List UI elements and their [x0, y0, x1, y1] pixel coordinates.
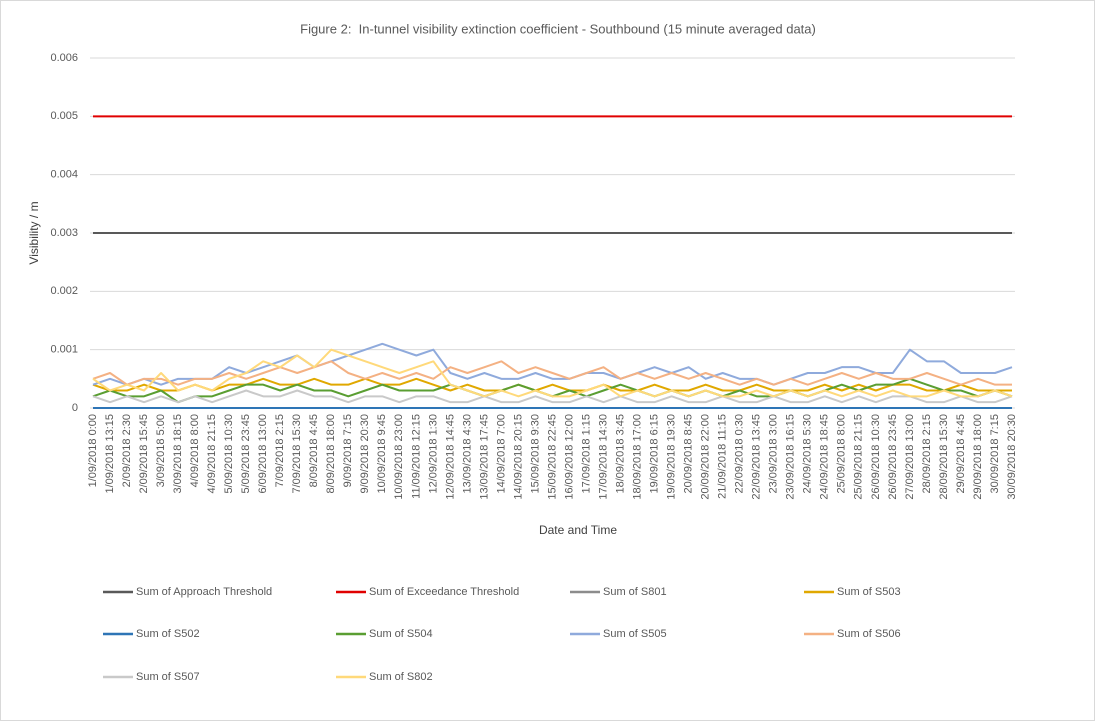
legend-label: Sum of S801: [603, 586, 667, 598]
legend-label: Sum of Approach Threshold: [136, 586, 272, 598]
y-tick-label: 0: [72, 402, 78, 414]
x-tick-label: 19/09/2018 19:30: [666, 414, 678, 500]
x-tick-label: 15/09/2018 22:45: [546, 414, 558, 500]
x-tick-label: 29/09/2018 18:00: [972, 414, 984, 500]
x-tick-label: 2/09/2018 2:30: [121, 414, 133, 487]
legend-label: Sum of S502: [136, 628, 200, 640]
x-tick-label: 24/09/2018 5:30: [802, 414, 814, 494]
x-tick-label: 8/09/2018 4:45: [308, 414, 320, 487]
legend-label: Sum of S507: [136, 671, 200, 683]
x-tick-label: 5/09/2018 23:45: [240, 414, 252, 494]
x-tick-label: 14/09/2018 7:00: [495, 414, 507, 494]
y-tick-label: 0.004: [50, 169, 78, 181]
x-tick-label: 26/09/2018 10:30: [870, 414, 882, 500]
x-axis-title: Date and Time: [539, 523, 617, 537]
x-tick-label: 9/09/2018 7:15: [342, 414, 354, 487]
x-tick-label: 25/09/2018 21:15: [853, 414, 865, 500]
x-tick-label: 2/09/2018 15:45: [138, 414, 150, 494]
x-tick-label: 23/09/2018 3:00: [768, 414, 780, 494]
x-tick-label: 22/09/2018 13:45: [751, 414, 763, 500]
x-tick-label: 29/09/2018 4:45: [955, 414, 967, 494]
x-tick-label: 16/09/2018 12:00: [563, 414, 575, 500]
x-tick-label: 17/09/2018 14:30: [597, 414, 609, 500]
x-tick-label: 17/09/2018 1:15: [580, 414, 592, 494]
y-tick-label: 0.001: [50, 344, 78, 356]
chart-title: Figure 2: In-tunnel visibility extinctio…: [300, 21, 816, 36]
y-tick-label: 0.005: [50, 110, 78, 122]
x-tick-label: 12/09/2018 14:45: [444, 414, 456, 500]
x-tick-label: 7/09/2018 2:15: [274, 414, 286, 487]
x-tick-label: 6/09/2018 13:00: [257, 414, 269, 494]
x-tick-label: 4/09/2018 21:15: [206, 414, 218, 494]
x-tick-label: 27/09/2018 13:00: [904, 414, 916, 500]
x-tick-label: 21/09/2018 11:15: [717, 414, 729, 499]
x-tick-label: 18/09/2018 3:45: [614, 414, 626, 494]
x-tick-label: 20/09/2018 22:00: [700, 414, 712, 500]
x-tick-label: 8/09/2018 18:00: [325, 414, 337, 494]
x-tick-label: 19/09/2018 6:15: [649, 414, 661, 494]
x-tick-label: 22/09/2018 0:30: [734, 414, 746, 494]
series-line: [92, 360, 1012, 386]
x-tick-label: 13/09/2018 17:45: [478, 414, 490, 500]
x-tick-label: 10/09/2018 9:45: [376, 414, 388, 494]
x-tick-label: 11/09/2018 12:15: [410, 414, 422, 499]
x-tick-label: 9/09/2018 20:30: [359, 414, 371, 494]
x-tick-label: 14/09/2018 20:15: [512, 414, 524, 500]
x-tick-label: 3/09/2018 18:15: [172, 414, 184, 494]
series-line: [92, 389, 1013, 404]
x-tick-label: 10/09/2018 23:00: [393, 414, 405, 500]
legend-label: Sum of S802: [369, 671, 433, 683]
x-tick-label: 26/09/2018 23:45: [887, 414, 899, 500]
x-tick-label: 1/09/2018 0:00: [87, 414, 99, 487]
x-tick-label: 25/09/2018 8:00: [836, 414, 848, 494]
x-tick-label: 5/09/2018 10:30: [223, 414, 235, 494]
x-tick-label: 23/09/2018 16:15: [785, 414, 797, 500]
y-tick-label: 0.003: [50, 227, 78, 239]
x-tick-label: 1/09/2018 13:15: [104, 414, 116, 494]
x-tick-label: 4/09/2018 8:00: [189, 414, 201, 487]
y-tick-label: 0.006: [50, 52, 78, 64]
x-tick-label: 7/09/2018 15:30: [291, 414, 303, 494]
y-axis-title: Visibility / m: [27, 201, 41, 264]
legend-label: Sum of S504: [369, 628, 433, 640]
x-tick-label: 24/09/2018 18:45: [819, 414, 831, 500]
x-tick-label: 30/09/2018 7:15: [989, 414, 1001, 494]
x-tick-label: 30/09/2018 20:30: [1006, 414, 1018, 500]
x-tick-label: 3/09/2018 5:00: [155, 414, 167, 487]
legend-label: Sum of S505: [603, 628, 667, 640]
x-tick-label: 18/09/2018 17:00: [631, 414, 643, 500]
legend-label: Sum of Exceedance Threshold: [369, 586, 519, 598]
legend-label: Sum of S503: [837, 586, 901, 598]
x-tick-label: 20/09/2018 8:45: [683, 414, 695, 494]
x-tick-label: 13/09/2018 4:30: [461, 414, 473, 494]
series-line: [92, 348, 1013, 398]
x-tick-label: 12/09/2018 1:30: [427, 414, 439, 494]
y-tick-label: 0.002: [50, 285, 78, 297]
x-tick-label: 15/09/2018 9:30: [529, 414, 541, 494]
x-tick-label: 28/09/2018 15:30: [938, 414, 950, 500]
legend-label: Sum of S506: [837, 628, 901, 640]
x-tick-label: 28/09/2018 2:15: [921, 414, 933, 494]
